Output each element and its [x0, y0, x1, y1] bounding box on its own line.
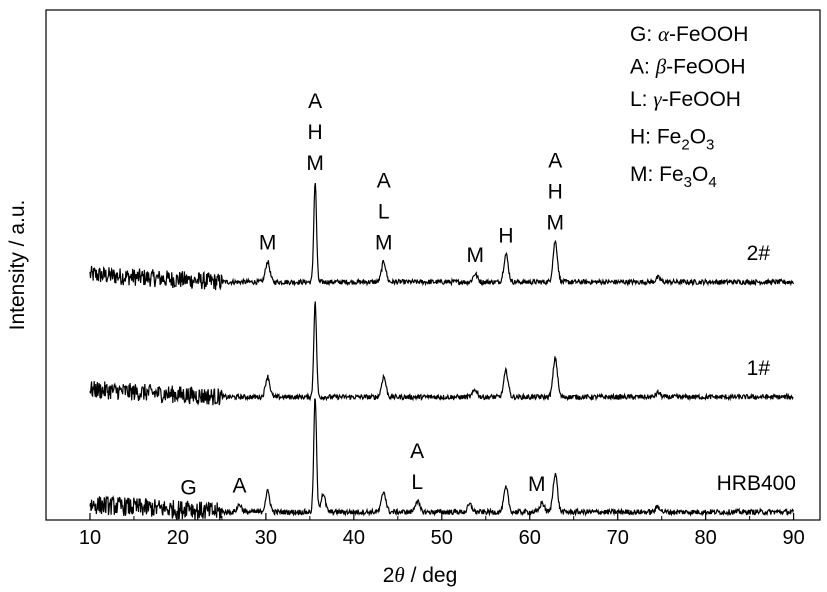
legend-entry: M: Fe3O4 — [630, 163, 717, 191]
series-label: HRB400 — [717, 472, 796, 495]
xrd-series-line — [89, 398, 795, 521]
x-tick-label: 50 — [431, 527, 453, 549]
series-labels: 2# 1# HRB400 — [717, 242, 796, 495]
peak-annotation: L — [411, 471, 423, 494]
x-tick-label: 90 — [782, 527, 804, 549]
xrd-series-line — [89, 182, 795, 291]
series-layer — [89, 182, 795, 521]
peak-annotation: A — [308, 90, 322, 113]
x-tick-label: 20 — [167, 527, 189, 549]
peak-annotation: M — [259, 232, 277, 255]
x-tick-label: 10 — [79, 527, 101, 549]
peak-annotation: M — [466, 244, 484, 267]
legend-entry: G: α-FeOOH — [630, 22, 748, 46]
peak-annotation: G — [180, 476, 196, 499]
peak-annotation: H — [498, 224, 513, 247]
legend-entry: H: Fe2O3 — [630, 126, 714, 154]
plot-frame — [45, 9, 821, 521]
x-axis-label: 2θ / deg — [383, 563, 458, 587]
x-tick-label: 30 — [255, 527, 277, 549]
legend: G: α-FeOOH A: β-FeOOH L: γ-FeOOH H: Fe2O3 M:… — [630, 22, 748, 191]
peak-annotation: M — [547, 211, 565, 234]
x-tick-label: 80 — [695, 527, 717, 549]
peak-annotation: A — [548, 149, 562, 172]
peak-annotation: A — [377, 170, 391, 193]
series-label: 2# — [747, 242, 771, 265]
legend-entry: A: β-FeOOH — [630, 55, 746, 79]
series-label: 1# — [747, 357, 771, 380]
x-tick-label: 60 — [519, 527, 541, 549]
y-axis-label: Intensity / a.u. — [6, 200, 29, 331]
peak-annotation: M — [306, 152, 324, 175]
legend-entry: L: γ-FeOOH — [630, 87, 741, 111]
x-tick-label: 40 — [343, 527, 365, 549]
peak-annotation: M — [528, 473, 546, 496]
x-ticks: 10 20 30 40 50 60 70 80 90 — [79, 513, 805, 549]
x-tick-label: 70 — [607, 527, 629, 549]
xrd-series-line — [89, 301, 794, 406]
peak-annotation: A — [410, 440, 424, 463]
peak-annotation: A — [232, 475, 246, 498]
peak-annotation: L — [378, 201, 390, 224]
peak-annotation: H — [548, 180, 563, 203]
peak-annotation: M — [375, 232, 393, 255]
peak-annotation: H — [308, 121, 323, 144]
